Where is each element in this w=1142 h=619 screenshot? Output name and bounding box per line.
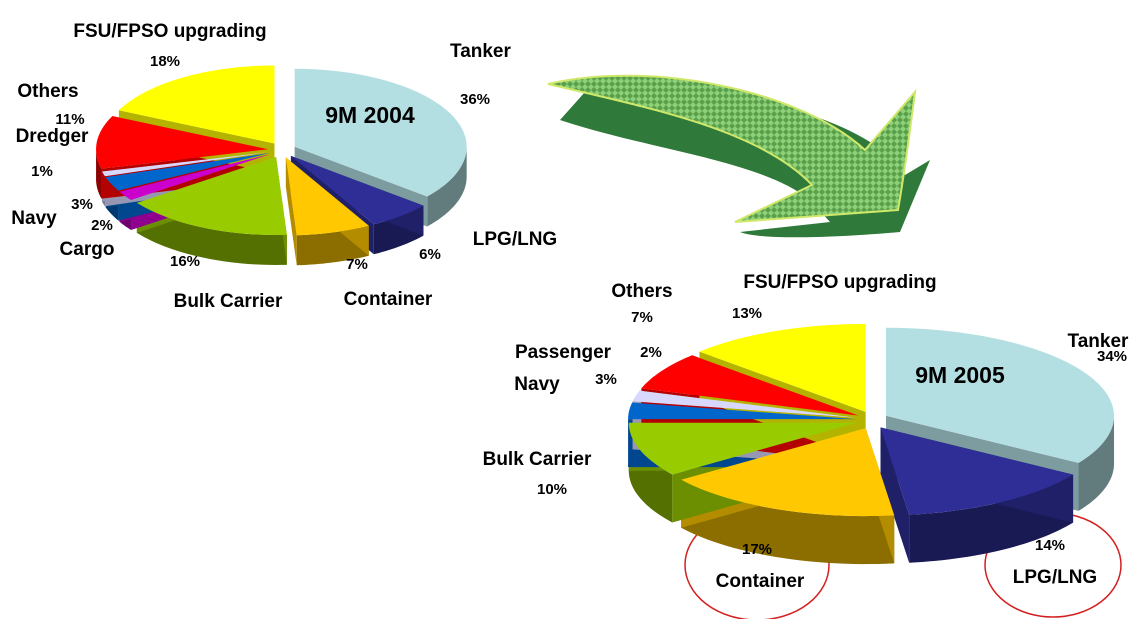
slice: [118, 65, 275, 144]
slice: [294, 68, 467, 197]
slice: [628, 402, 857, 420]
value-label: 7%: [346, 256, 368, 273]
category-label: Passenger: [515, 342, 612, 363]
slice: [290, 155, 424, 225]
pie-title: 9M 2004: [325, 102, 415, 128]
value-label: 1%: [31, 163, 53, 180]
category-label: Cargo: [60, 239, 115, 260]
value-label: 3%: [595, 371, 617, 388]
value-label: 13%: [732, 305, 762, 322]
category-label: Bulk Carrier: [174, 291, 283, 312]
category-label: Tanker: [1068, 331, 1130, 352]
value-label: 17%: [742, 541, 772, 558]
value-label: 11%: [55, 111, 84, 128]
category-label: Dredger: [16, 126, 89, 147]
slice: [628, 422, 857, 475]
slice: [641, 355, 859, 416]
category-label: Tanker: [450, 41, 512, 62]
slice: [101, 152, 269, 177]
category-label: Bulk Carrier: [483, 449, 592, 470]
category-label: Container: [344, 289, 433, 310]
category-label: Container: [716, 571, 805, 592]
value-label: 2%: [640, 344, 662, 361]
pie-title: 9M 2005: [915, 362, 1005, 388]
category-label: Navy: [514, 374, 560, 395]
slice: [886, 327, 1114, 463]
category-label: FSU/FPSO upgrading: [743, 272, 936, 293]
value-label: 16%: [170, 253, 200, 270]
slice: [632, 390, 857, 418]
slice-wall: [880, 427, 910, 563]
value-label: 34%: [1097, 348, 1127, 365]
slice: [96, 116, 269, 169]
slice: [136, 156, 287, 235]
value-label: 10%: [537, 481, 567, 498]
slice-side: [628, 422, 673, 523]
slice: [285, 157, 369, 236]
value-label: 2%: [91, 217, 113, 234]
slice-side: [427, 146, 467, 227]
value-label: 14%: [1035, 537, 1065, 554]
value-label: 3%: [71, 196, 93, 213]
value-label: 18%: [150, 53, 180, 70]
category-label: Others: [611, 281, 672, 302]
slice-side: [1078, 415, 1115, 511]
category-label: FSU/FPSO upgrading: [73, 21, 266, 42]
arrow-decoration: [547, 74, 930, 238]
slice: [681, 428, 895, 517]
slice: [105, 153, 270, 191]
slice-wall: [285, 157, 297, 266]
value-label: 7%: [631, 309, 653, 326]
category-label: LPG/LNG: [473, 229, 557, 250]
slice-side: [96, 149, 102, 199]
slice: [699, 323, 866, 412]
value-label: 36%: [460, 91, 490, 108]
category-label: Others: [17, 81, 78, 102]
category-label: Navy: [11, 208, 57, 229]
slice: [880, 427, 1074, 515]
slice-side: [136, 202, 287, 265]
category-label: LPG/LNG: [1013, 567, 1097, 588]
value-label: 6%: [419, 246, 441, 263]
slice: [119, 154, 271, 200]
